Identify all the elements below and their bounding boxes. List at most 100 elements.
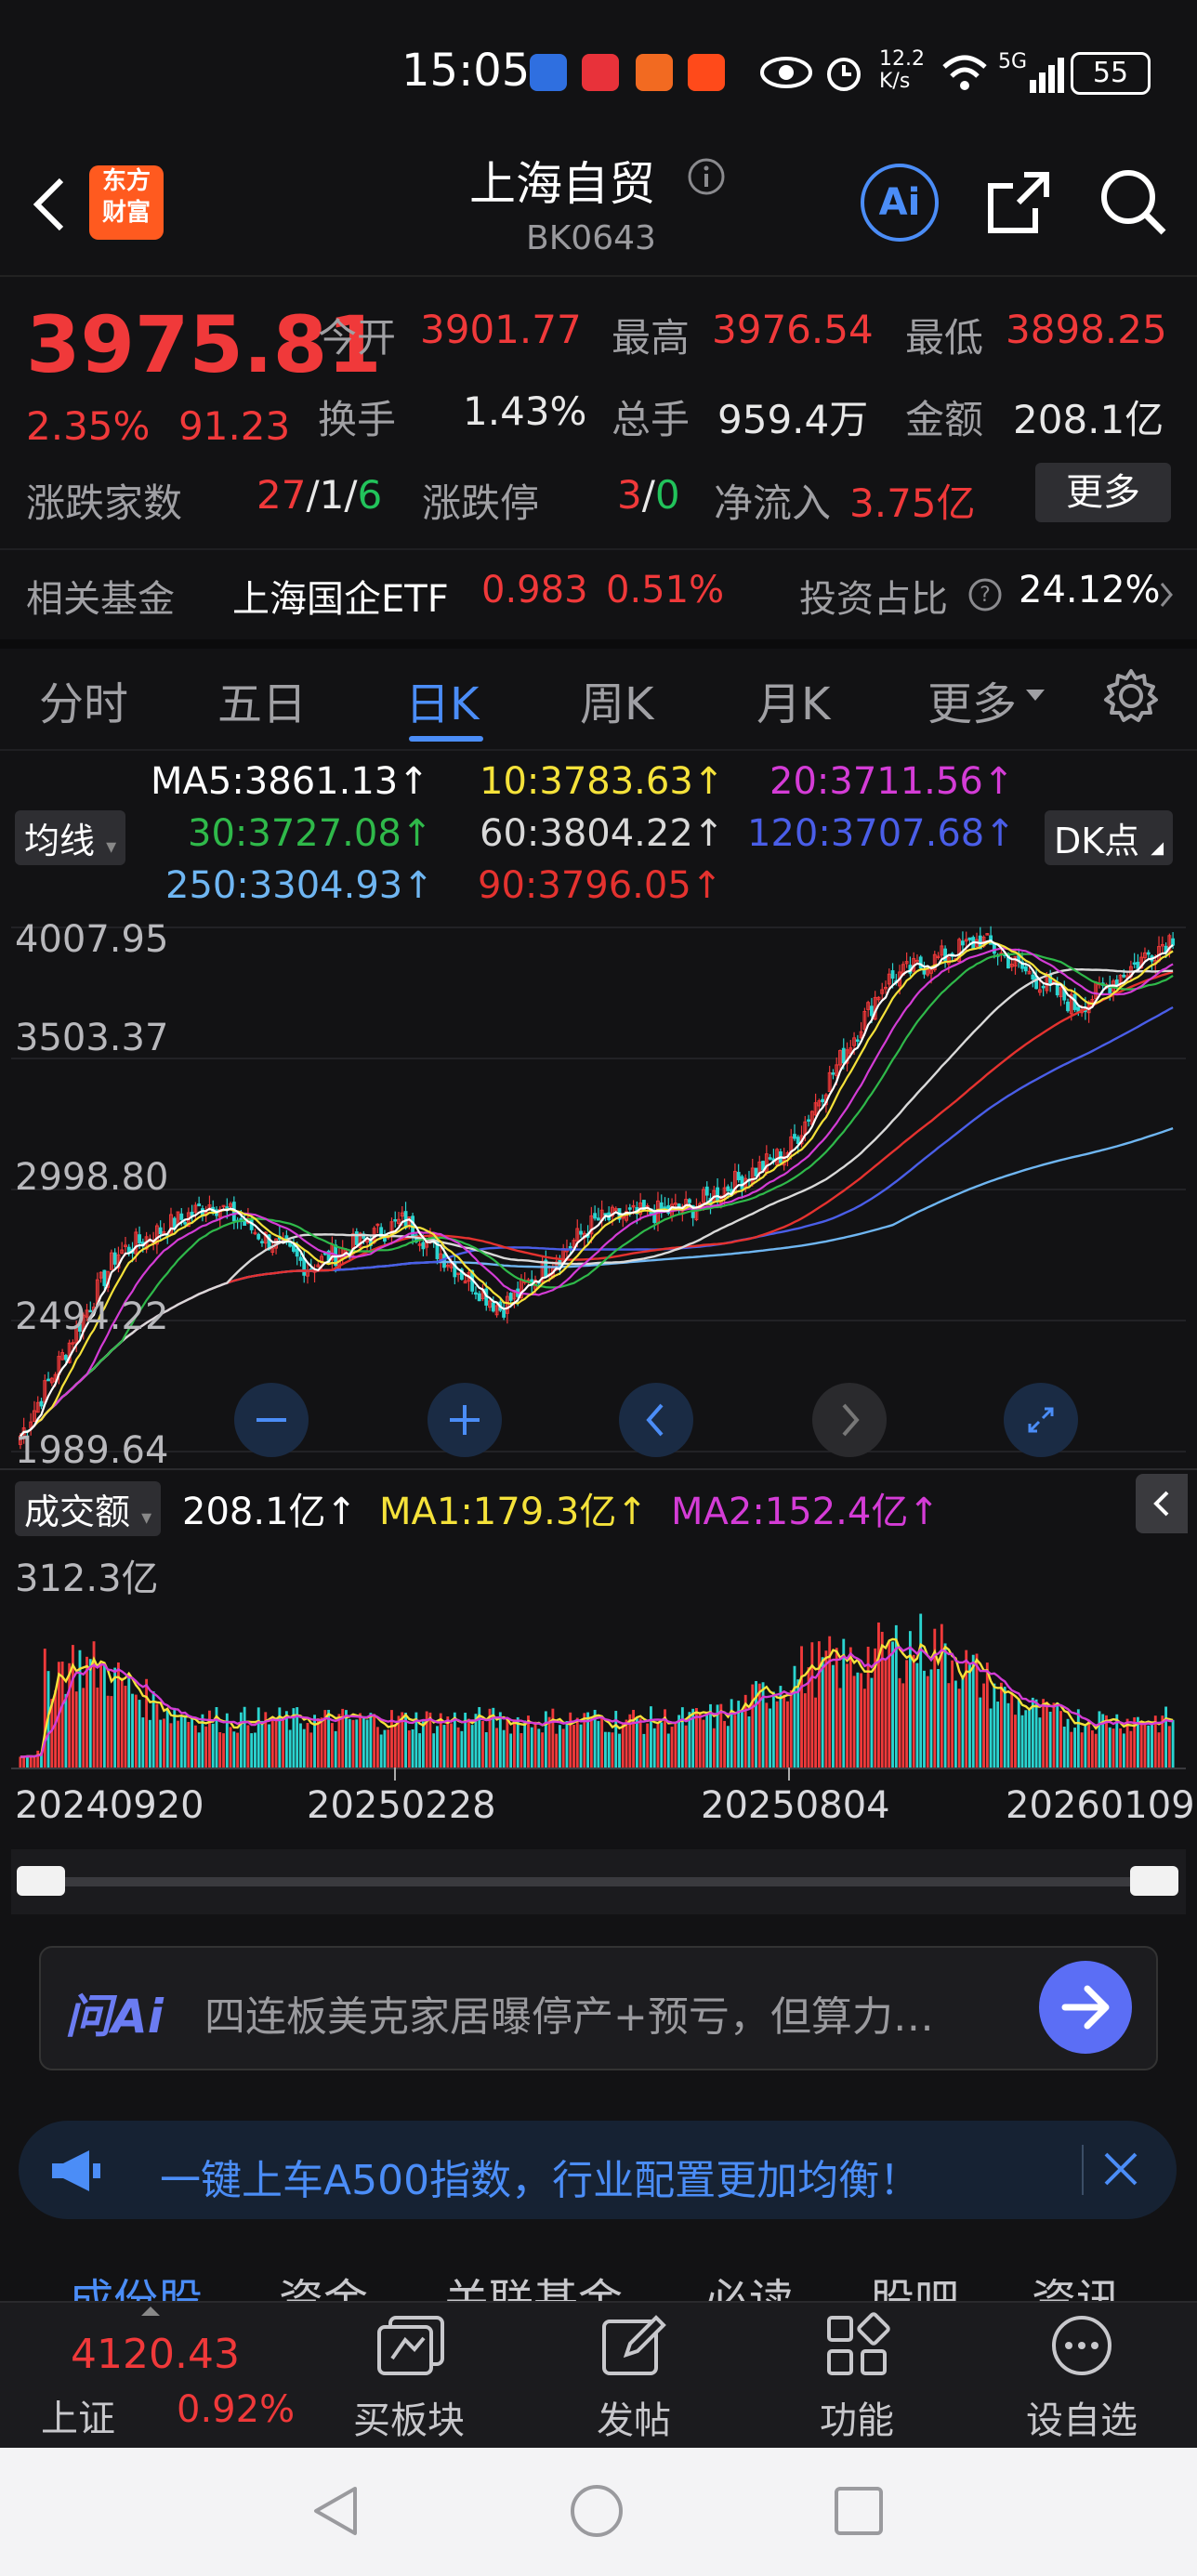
volume-bar [1059,1711,1062,1768]
more-dots-icon[interactable] [1048,2312,1115,2379]
tab-five-day[interactable]: 五日 [217,678,308,730]
candle-body [1167,935,1172,953]
volume-bar [660,1722,664,1768]
fullscreen-button[interactable] [1004,1383,1078,1457]
edit-icon[interactable] [598,2312,669,2379]
candlestick-chart[interactable] [11,914,1186,1468]
ai-question-box[interactable] [39,1946,1158,2070]
scroll-left-button[interactable] [619,1383,693,1457]
tab-weekly-k[interactable]: 周K [580,678,654,730]
volume-bar [33,1756,36,1768]
tab-capital[interactable]: 资金 [279,2275,369,2301]
chevron-left-icon[interactable] [26,175,71,234]
candle-body [835,1064,839,1077]
candle-body [78,1323,82,1332]
volume-bar [29,1755,33,1768]
gear-icon[interactable] [1102,667,1160,725]
scroll-right-button[interactable] [812,1383,887,1457]
candle-body [302,1257,307,1276]
recents-square-icon[interactable] [833,2485,885,2537]
y-label-3: 2998.80 [15,1156,169,1199]
info-icon[interactable] [686,156,727,197]
volume-bar [743,1694,747,1768]
signal-bars-icon [1030,58,1064,93]
volume-bar [456,1727,460,1768]
indicator-selector[interactable]: 均线 ▾ [15,810,126,865]
related-fund-row[interactable] [0,548,1197,649]
nav-add-watchlist[interactable]: 设自选 [1026,2399,1138,2442]
home-circle-icon[interactable] [569,2483,625,2539]
tab-daily-k[interactable]: 日K [405,678,480,730]
tab-must-read[interactable]: 必读 [704,2275,795,2301]
zoom-in-button[interactable] [428,1383,502,1457]
candle-body [1066,1001,1070,1012]
volume-bar [421,1721,425,1768]
volume-bar [54,1689,58,1768]
ai-submit-button[interactable] [1039,1961,1132,2054]
volume-bar [250,1733,254,1768]
candle-body [488,1300,492,1308]
more-button[interactable]: 更多 [1035,463,1171,522]
volume-bar [769,1708,772,1768]
volume-bar [716,1704,719,1768]
help-icon[interactable]: ? [967,576,1004,613]
candle-body [298,1256,303,1261]
ai-prompt-text[interactable]: 四连板美克家居曝停产+预亏，但算力… [204,1993,934,2041]
tab-forum[interactable]: 股吧 [870,2275,960,2301]
volume-label: 总手 [612,397,691,442]
candle-body [838,1050,842,1066]
news-app-icon [636,54,673,91]
candle-body [593,1213,598,1219]
candle-body [929,969,933,974]
volume-bar [159,1719,163,1768]
volume-bar [1006,1702,1010,1768]
fund-name[interactable]: 上海国企ETF [232,578,449,621]
buy-sector-icon[interactable] [374,2312,448,2379]
zoom-out-button[interactable] [234,1383,309,1457]
volume-bar [593,1709,597,1768]
collapse-panel-button[interactable] [1136,1474,1188,1533]
x-tick [788,1768,790,1781]
candle-body [63,1355,68,1360]
volume-bar [985,1663,989,1768]
tab-monthly-k[interactable]: 月K [756,678,831,730]
tab-related-funds[interactable]: 关联基金 [444,2275,624,2301]
share-icon[interactable] [983,167,1054,238]
search-icon[interactable] [1097,165,1169,238]
volume-bar [979,1697,982,1768]
candle-body [316,1264,321,1268]
candle-body [502,1309,506,1318]
volume-chart[interactable] [11,1539,1186,1768]
dk-point-button[interactable]: DK点 ◢ [1045,810,1174,865]
nav-post[interactable]: 发帖 [597,2399,671,2442]
promo-banner[interactable] [19,2121,1177,2219]
index-name[interactable]: 上证 [41,2398,115,2440]
grid-icon[interactable] [823,2312,890,2379]
volume-bar [411,1728,414,1768]
promo-text[interactable]: 一键上车A500指数，行业配置更加均衡！ [160,2157,921,2204]
volume-bar [537,1728,541,1768]
range-handle-right[interactable] [1130,1866,1178,1896]
candle-body [575,1228,580,1242]
nav-buy-sector[interactable]: 买板块 [353,2399,465,2442]
nav-functions[interactable]: 功能 [820,2399,894,2442]
ai-button[interactable]: Ai [861,164,939,242]
volume-value: 959.4万 [717,397,869,442]
tab-intraday[interactable]: 分时 [39,678,129,730]
candle-body [291,1244,296,1252]
back-triangle-icon[interactable] [309,2483,364,2539]
candle-body [197,1203,202,1207]
candle-body [673,1203,677,1205]
tab-news[interactable]: 资讯 [1032,2275,1122,2301]
tab-more[interactable]: 更多 [927,678,1018,730]
range-handle-left[interactable] [17,1866,65,1896]
range-slider[interactable] [11,1849,1186,1914]
close-icon[interactable] [1100,2149,1141,2189]
index-value[interactable]: 4120.43 [71,2331,240,2378]
volume-indicator-selector[interactable]: 成交额 ▾ [15,1481,162,1536]
tab-components[interactable]: 成份股 [69,2275,204,2301]
volume-bar [320,1717,323,1768]
volume-bar [755,1680,757,1768]
ma250-legend: 250:3304.93↑ [165,864,434,907]
candle-body [985,933,990,936]
